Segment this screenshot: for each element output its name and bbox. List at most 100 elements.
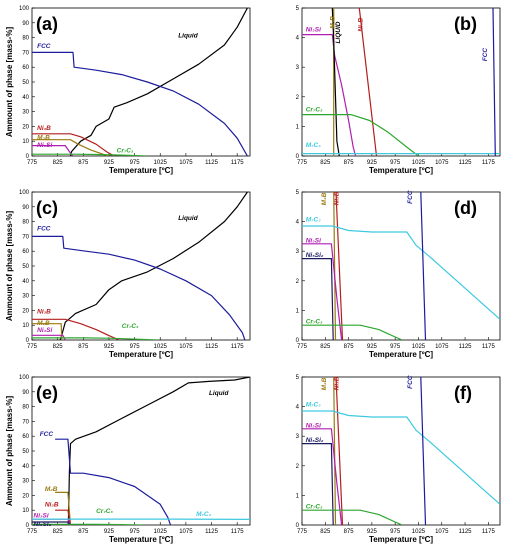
y-tick-label: 0 bbox=[296, 523, 300, 529]
series-group bbox=[302, 8, 500, 156]
x-tick-label: 1125 bbox=[205, 344, 219, 350]
x-tick-label: 875 bbox=[344, 160, 355, 166]
x-tick-label: 775 bbox=[297, 160, 308, 166]
y-tick-label: 100 bbox=[19, 190, 30, 196]
panel-c: 775 825 875 925 975 1025 1075 1125 1175 0 10 20 30 40… bbox=[5, 190, 251, 359]
y-tick-label: 80 bbox=[22, 220, 29, 226]
y-tick-label: 0 bbox=[26, 523, 30, 529]
x-tick-label: 1175 bbox=[231, 529, 245, 535]
series-label-fcc: FCC bbox=[407, 375, 414, 389]
y-tick-label: 60 bbox=[22, 65, 29, 71]
y-tick-label: 70 bbox=[22, 234, 29, 240]
y-tick-label: 70 bbox=[22, 419, 29, 425]
x-tick-label: 1175 bbox=[482, 344, 496, 350]
x-tick-label: 1025 bbox=[154, 529, 168, 535]
x-tick-label: 825 bbox=[53, 344, 64, 350]
x-tick-label: 1025 bbox=[154, 160, 168, 166]
series-line-ni3si bbox=[302, 428, 343, 525]
y-tick-label: 4 bbox=[296, 405, 300, 411]
x-axis-label: Temperature [ºC] bbox=[369, 166, 433, 175]
x-tick-label: 1075 bbox=[179, 344, 193, 350]
series-group bbox=[32, 192, 248, 340]
y-tick-label: 5 bbox=[296, 375, 300, 381]
series-label-ni5si2: Ni₅Si₂ bbox=[34, 521, 52, 528]
series-label-liquid: Liquid bbox=[209, 390, 230, 397]
series-label-m7c3: M₇C₃ bbox=[306, 402, 321, 409]
x-tick-label: 925 bbox=[104, 529, 115, 535]
y-tick-label: 2 bbox=[296, 95, 300, 101]
panel-label: (c) bbox=[36, 198, 58, 218]
x-tick-label: 1025 bbox=[154, 344, 168, 350]
series-line-m7c3 bbox=[302, 410, 500, 505]
series-label-m2b: M₂B bbox=[45, 486, 58, 493]
y-tick-label: 30 bbox=[22, 110, 29, 116]
x-tick-label: 925 bbox=[367, 529, 378, 535]
series-group bbox=[302, 192, 500, 340]
x-axis-label: Temperature [ºC] bbox=[369, 535, 433, 544]
series-label-ni5si2: Ni₅Si₂ bbox=[306, 437, 324, 444]
x-tick-label: 1075 bbox=[179, 529, 193, 535]
series-label-fcc: FCC bbox=[407, 190, 414, 204]
series-line-fcc bbox=[492, 8, 496, 156]
series-label-ni3b: Ni₃B bbox=[45, 502, 59, 509]
y-tick-label: 40 bbox=[22, 279, 29, 285]
series-label-cr7c3: Cr₇C₃ bbox=[122, 323, 139, 330]
y-tick-label: 90 bbox=[22, 205, 29, 211]
y-tick-label: 10 bbox=[22, 323, 29, 329]
y-tick-label: 50 bbox=[22, 449, 29, 455]
y-tick-label: 3 bbox=[296, 249, 300, 255]
x-tick-label: 1025 bbox=[412, 160, 426, 166]
series-line-fcc bbox=[32, 235, 246, 340]
series-label-ni3b: Ni₃B bbox=[37, 308, 51, 315]
y-tick-label: 90 bbox=[22, 21, 29, 27]
series-line-m7c3 bbox=[302, 225, 500, 320]
series-line-ni3b bbox=[335, 192, 344, 340]
x-tick-label: 875 bbox=[78, 344, 89, 350]
series-label-ni3b: Ni₃B bbox=[333, 376, 340, 390]
y-tick-label: 50 bbox=[22, 264, 29, 270]
y-tick-label: 20 bbox=[22, 124, 29, 130]
x-axis-label: Temperature [ºC] bbox=[109, 350, 173, 359]
series-label-fcc: FCC bbox=[37, 225, 51, 232]
series-line-ni3b bbox=[335, 377, 344, 525]
series-line-liquid bbox=[69, 8, 248, 156]
panel-b: 775 825 875 925 975 1025 1075 1125 1175 0 1 2 3 4 5 Tem… bbox=[296, 6, 501, 175]
series-label-m2b: M₂B bbox=[321, 192, 328, 205]
x-tick-label: 975 bbox=[390, 160, 401, 166]
series-label-ni3b: Ni₃B bbox=[358, 18, 365, 32]
series-line-m2b bbox=[333, 192, 337, 340]
plot-frame bbox=[31, 191, 251, 341]
series-label-cr7c3: Cr₇C₃ bbox=[96, 508, 113, 515]
x-tick-label: 825 bbox=[53, 160, 64, 166]
series-label-fcc: FCC bbox=[40, 431, 54, 438]
series-line-ni3b bbox=[32, 133, 115, 156]
series-label-m3b: M₃B bbox=[37, 135, 50, 142]
y-tick-label: 50 bbox=[22, 80, 29, 86]
series-line-liquid bbox=[67, 377, 250, 525]
series-label-m2b: M₂B bbox=[321, 377, 328, 390]
y-tick-label: 4 bbox=[296, 36, 300, 42]
x-tick-label: 1175 bbox=[231, 160, 245, 166]
series-label-m2b: M₂B bbox=[37, 320, 50, 327]
x-tick-label: 975 bbox=[130, 344, 141, 350]
series-line-ni3b bbox=[358, 8, 378, 156]
series-group bbox=[32, 8, 248, 156]
plot-frame bbox=[31, 376, 251, 526]
panel-d: 775 825 875 925 975 1025 1075 1125 1175 0 1 2 3 4 5 Tem… bbox=[296, 190, 501, 359]
series-line-ni3b bbox=[55, 509, 72, 525]
panel-label: (b) bbox=[454, 14, 477, 34]
y-axis-label: Ammount of phase [mass-%] bbox=[5, 27, 14, 138]
x-tick-label: 875 bbox=[78, 160, 89, 166]
x-tick-label: 1175 bbox=[231, 344, 245, 350]
series-label-fcc: FCC bbox=[482, 48, 489, 62]
x-tick-label: 975 bbox=[130, 160, 141, 166]
y-tick-label: 80 bbox=[22, 405, 29, 411]
series-label-ni3b: Ni₃B bbox=[37, 125, 51, 132]
series-line-ni5si2 bbox=[302, 443, 334, 525]
plot-frame bbox=[31, 7, 251, 157]
y-tick-label: 90 bbox=[22, 390, 29, 396]
series-line-fcc bbox=[55, 438, 172, 525]
y-axis-label: Ammount of phase [mass-%] bbox=[5, 211, 14, 322]
y-tick-label: 20 bbox=[22, 308, 29, 314]
